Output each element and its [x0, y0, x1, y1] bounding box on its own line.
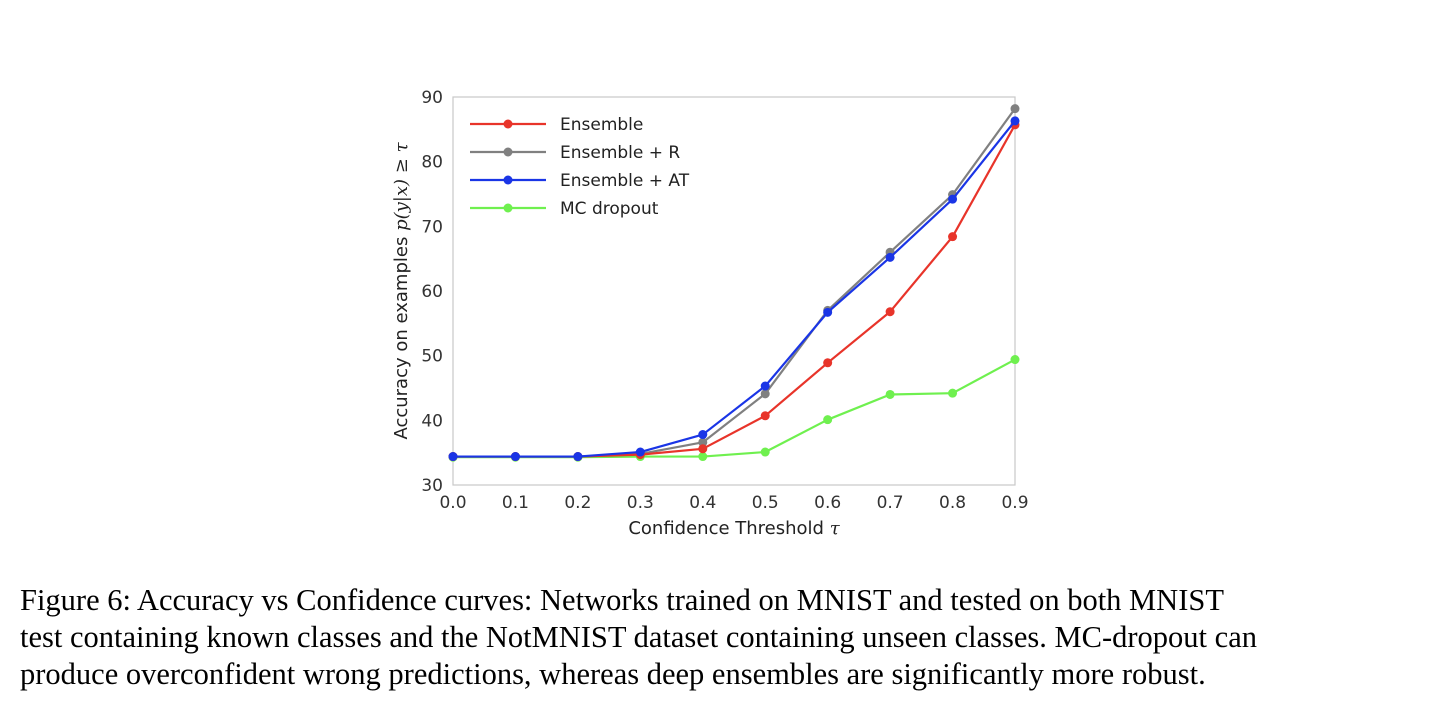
plot-frame — [452, 96, 1016, 486]
legend: Ensemble Ensemble + R Ensemble + AT MC drop… — [470, 115, 690, 219]
data-point — [448, 452, 458, 462]
data-point — [823, 415, 833, 425]
data-point — [760, 447, 770, 457]
data-point — [760, 381, 770, 391]
x-tick-label: 0.3 — [627, 493, 654, 513]
figure-caption: Figure 6: Accuracy vs Confidence curves:… — [20, 582, 1415, 693]
series-line-mc-dropout — [453, 358, 1016, 459]
caption-line-1: Figure 6: Accuracy vs Confidence curves:… — [20, 583, 1224, 617]
x-axis-label-math: τ — [830, 518, 841, 539]
data-point — [1010, 116, 1020, 126]
data-point — [760, 389, 770, 399]
legend-entry-label: Ensemble + AT — [560, 171, 690, 191]
caption-line-2: test containing known classes and the No… — [20, 620, 1257, 654]
legend-entry-label: Ensemble + R — [560, 143, 680, 163]
y-tick-label: 50 — [421, 347, 443, 367]
data-point — [948, 194, 958, 204]
x-tick-label: 0.4 — [689, 493, 716, 513]
data-point — [885, 389, 895, 399]
data-point — [1010, 104, 1020, 114]
series-line-ensemble — [453, 124, 1016, 458]
legend-marker — [503, 119, 513, 129]
legend-marker — [503, 203, 513, 213]
data-point — [510, 452, 520, 462]
x-axis-label-text: Confidence Threshold — [628, 518, 824, 539]
data-point — [698, 452, 708, 462]
x-tick-label: 0.7 — [877, 493, 904, 513]
data-point — [760, 411, 770, 421]
x-tick-label: 0.8 — [939, 493, 966, 513]
y-tick-label: 40 — [421, 411, 443, 431]
data-point — [885, 252, 895, 262]
data-point — [885, 307, 895, 317]
data-point — [698, 430, 708, 440]
legend-marker — [503, 175, 513, 185]
x-tick-label: 0.5 — [752, 493, 779, 513]
y-axis-label: Accuracy on examples p(y|x) ≥ τ — [391, 141, 412, 439]
series-line-ensemble-at — [453, 120, 1016, 458]
y-tick-labels: 30 40 50 60 70 80 90 — [421, 88, 443, 496]
y-tick-label: 30 — [421, 476, 443, 496]
y-axis-label-text: Accuracy on examples — [391, 237, 412, 440]
x-tick-label: 0.1 — [502, 493, 529, 513]
legend-entry-label: MC dropout — [560, 199, 659, 219]
data-point — [823, 358, 833, 368]
series-layer — [448, 104, 1020, 462]
x-tick-label: 0.9 — [1001, 493, 1028, 513]
series-line-ensemble-r — [453, 107, 1016, 458]
data-point — [823, 307, 833, 317]
x-tick-label: 0.0 — [439, 493, 466, 513]
x-tick-label: 0.6 — [814, 493, 841, 513]
y-tick-label: 70 — [421, 217, 443, 237]
data-point — [573, 452, 583, 462]
caption-line-3: produce overconfident wrong predictions,… — [20, 657, 1206, 691]
data-point — [948, 232, 958, 242]
y-tick-label: 80 — [421, 153, 443, 173]
x-axis-label: Confidence Threshold τ — [628, 518, 840, 539]
legend-marker — [503, 147, 513, 157]
data-point — [698, 444, 708, 454]
y-tick-label: 90 — [421, 88, 443, 108]
y-axis-label-math: p(y|x) ≥ τ — [391, 141, 412, 230]
data-point — [698, 437, 708, 447]
data-point — [1010, 355, 1020, 365]
y-tick-label: 60 — [421, 282, 443, 302]
x-tick-labels: 0.0 0.1 0.2 0.3 0.4 0.5 0.6 0.7 0.8 0.9 — [439, 493, 1028, 513]
data-point — [635, 447, 645, 457]
legend-entry-label: Ensemble — [560, 115, 643, 135]
data-point — [948, 388, 958, 398]
x-tick-label: 0.2 — [564, 493, 591, 513]
accuracy-confidence-chart: 0.0 0.1 0.2 0.3 0.4 0.5 0.6 0.7 0.8 0.9 30 40 50 60 7… — [391, 88, 1029, 539]
